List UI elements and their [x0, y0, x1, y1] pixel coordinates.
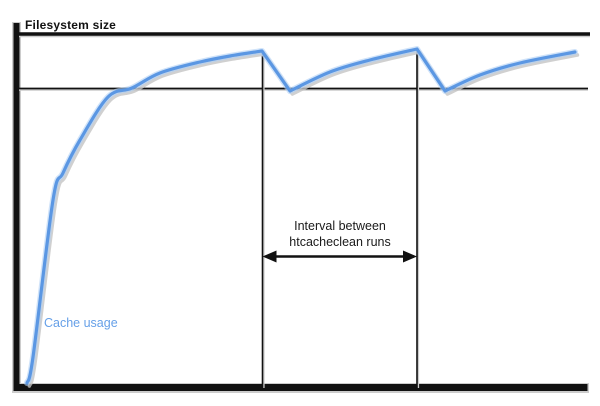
cache-usage-label: Cache usage — [44, 316, 118, 330]
y-axis — [13, 23, 20, 391]
interval-arrowhead-left — [262, 250, 277, 263]
chart-drawing-layer — [12, 22, 590, 393]
cache-usage-curve-halo — [24, 46, 578, 386]
interval-label-line1: Interval between — [294, 219, 386, 233]
x-axis — [13, 384, 588, 391]
cache-usage-curve — [25, 47, 577, 385]
interval-label-line2: htcacheclean runs — [289, 235, 390, 249]
interval-arrowhead-right — [403, 250, 417, 263]
filesystem-size-label: Filesystem size — [25, 18, 116, 32]
